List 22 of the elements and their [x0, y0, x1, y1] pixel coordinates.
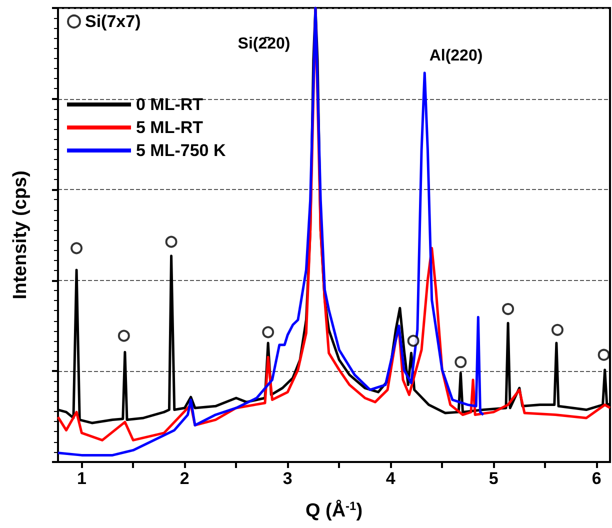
annotation: Si(2̄20) — [238, 36, 290, 52]
point — [118, 330, 130, 342]
point — [407, 334, 420, 347]
point — [165, 236, 178, 248]
x-tick-label: 1 — [76, 469, 86, 488]
legend-label: 5 ML-750 K — [136, 141, 226, 160]
point — [70, 242, 83, 254]
x-tick-label: 2 — [180, 469, 190, 488]
point — [454, 356, 467, 368]
x-tick-label: 3 — [282, 469, 292, 488]
x-tick-label: 5 — [488, 469, 498, 488]
legend-label: Si(7x7) — [85, 12, 141, 31]
point — [551, 324, 564, 336]
legend-label: 0 ML-RT — [136, 95, 204, 114]
annotation: Al(220) — [429, 48, 483, 64]
legend-label: 5 ML-RT — [136, 118, 204, 137]
point — [598, 348, 610, 361]
point — [502, 303, 514, 315]
y-axis-title: Intensity (cps) — [10, 170, 31, 300]
x-tick-label: 4 — [386, 469, 396, 488]
x-tick-label: 6 — [592, 469, 602, 488]
point — [262, 326, 274, 338]
